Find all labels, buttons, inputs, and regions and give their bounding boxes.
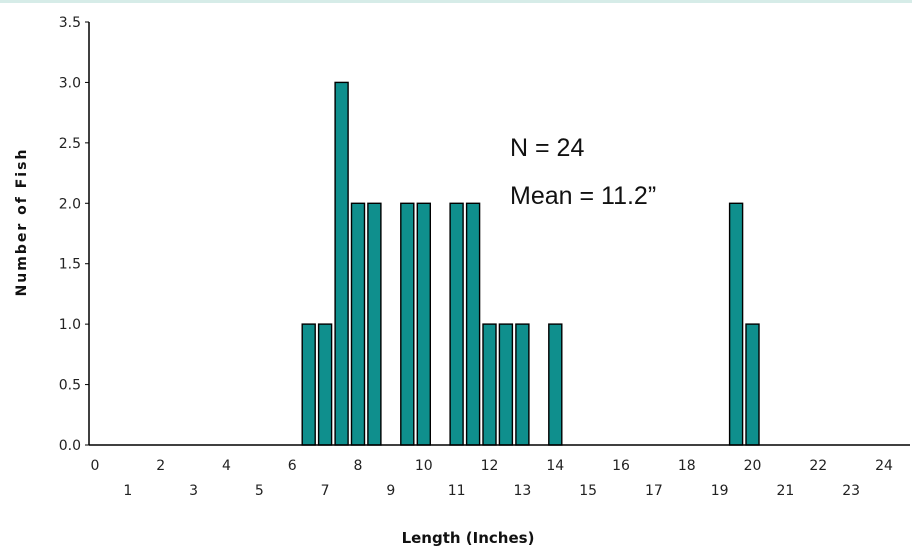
bar-12 bbox=[548, 323, 563, 446]
x-axis-title: Length (Inches) bbox=[402, 529, 535, 547]
bar-14 bbox=[745, 323, 760, 446]
x-tick-label-lower-11: 23 bbox=[842, 483, 860, 499]
bar-7 bbox=[449, 202, 464, 446]
x-tick-label-upper-4: 8 bbox=[354, 458, 363, 474]
y-tick-label-5: 2.5 bbox=[59, 136, 81, 152]
annotation-n: N = 24 bbox=[510, 134, 584, 162]
x-tick-label-lower-3: 7 bbox=[321, 483, 330, 499]
x-tick-label-lower-6: 13 bbox=[513, 483, 531, 499]
x-tick-label-upper-12: 24 bbox=[875, 458, 893, 474]
y-axis-title: Number of Fish bbox=[14, 148, 30, 297]
x-tick-label-lower-5: 11 bbox=[448, 483, 466, 499]
bars-layer bbox=[301, 81, 760, 446]
x-tick-label-lower-10: 21 bbox=[776, 483, 794, 499]
bar-13 bbox=[728, 202, 744, 446]
x-tick-label-upper-5: 10 bbox=[415, 458, 433, 474]
x-tick-label-lower-9: 19 bbox=[711, 483, 729, 499]
y-ticks: 0.0 0.5 1.0 1.5 2.0 2.5 3.0 3.5 bbox=[59, 15, 89, 454]
x-tick-label-upper-3: 6 bbox=[288, 458, 297, 474]
x-tick-label-lower-1: 3 bbox=[189, 483, 198, 499]
x-tick-label-upper-11: 22 bbox=[809, 458, 827, 474]
x-tick-label-upper-10: 20 bbox=[744, 458, 762, 474]
y-tick-label-6: 3.0 bbox=[59, 75, 81, 91]
x-tick-label-lower-2: 5 bbox=[255, 483, 264, 499]
y-tick-label-0: 0.0 bbox=[59, 438, 81, 454]
x-tick-label-lower-4: 9 bbox=[386, 483, 395, 499]
x-tick-label-upper-0: 0 bbox=[91, 458, 100, 474]
bar-10 bbox=[498, 323, 514, 446]
x-tick-label-lower-0: 1 bbox=[123, 483, 132, 499]
y-tick-label-4: 2.0 bbox=[59, 196, 81, 212]
axes-layer bbox=[88, 22, 910, 446]
x-tick-label-upper-6: 12 bbox=[481, 458, 499, 474]
bar-0 bbox=[301, 323, 316, 446]
bar-9 bbox=[482, 323, 497, 446]
bar-2 bbox=[334, 81, 349, 446]
bar-3 bbox=[350, 202, 366, 446]
bar-8 bbox=[465, 202, 481, 446]
x-tick-label-upper-1: 2 bbox=[156, 458, 165, 474]
x-tick-label-upper-2: 4 bbox=[222, 458, 231, 474]
x-tick-label-lower-7: 15 bbox=[579, 483, 597, 499]
x-ticks: 0 2 4 6 8 10 12 14 16 18 20 22 241 3 5 7 9 11 13 15 17 19 21 23 bbox=[91, 458, 893, 499]
annotation-mean: Mean = 11.2” bbox=[510, 182, 656, 210]
y-tick-label-7: 3.5 bbox=[59, 15, 81, 31]
bar-5 bbox=[400, 202, 415, 446]
bar-4 bbox=[367, 202, 382, 446]
x-tick-label-upper-9: 18 bbox=[678, 458, 696, 474]
x-tick-label-upper-8: 16 bbox=[612, 458, 630, 474]
top-rule bbox=[0, 0, 912, 3]
bar-11 bbox=[515, 323, 530, 446]
y-tick-label-2: 1.0 bbox=[59, 317, 81, 333]
x-tick-label-lower-8: 17 bbox=[645, 483, 663, 499]
y-tick-label-3: 1.5 bbox=[59, 257, 81, 273]
x-tick-label-upper-7: 14 bbox=[546, 458, 564, 474]
bar-6 bbox=[416, 202, 431, 446]
y-tick-label-1: 0.5 bbox=[59, 378, 81, 394]
bar-1 bbox=[317, 323, 333, 446]
